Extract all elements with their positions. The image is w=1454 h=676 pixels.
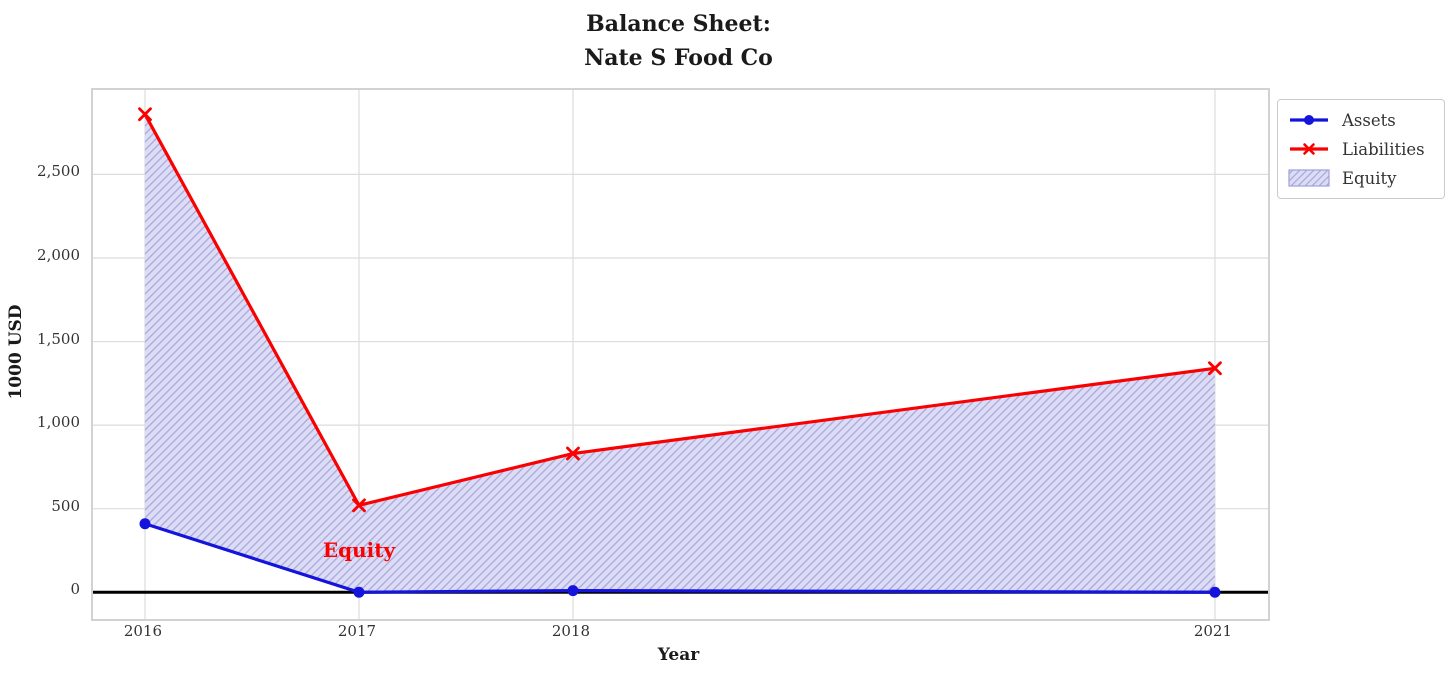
chart-title: Balance Sheet: Nate S Food Co bbox=[91, 7, 1266, 75]
y-tick-label: 500 bbox=[51, 496, 80, 515]
legend: Assets Liabilities Equity bbox=[1277, 99, 1445, 199]
x-tick-label: 2018 bbox=[551, 622, 591, 640]
legend-swatch-equity bbox=[1288, 169, 1330, 187]
x-tick-label: 2016 bbox=[123, 622, 163, 640]
legend-swatch-liabilities bbox=[1290, 143, 1328, 155]
legend-label: Assets bbox=[1342, 110, 1396, 130]
y-tick-label: 1,500 bbox=[37, 329, 80, 348]
x-axis-label: Year bbox=[657, 645, 700, 665]
equity-annotation: Equity bbox=[322, 538, 396, 563]
x-tick-label: 2021 bbox=[1193, 622, 1233, 640]
legend-label: Liabilities bbox=[1342, 139, 1425, 159]
chart-title-line2: Nate S Food Co bbox=[584, 45, 773, 72]
y-tick-label: 0 bbox=[70, 580, 80, 599]
legend-label: Equity bbox=[1342, 168, 1397, 188]
legend-swatch-assets bbox=[1290, 115, 1328, 125]
y-tick-label: 2,000 bbox=[37, 245, 80, 264]
y-tick-label: 2,500 bbox=[37, 162, 80, 181]
plot-area: Equity bbox=[91, 88, 1270, 621]
y-axis-label: 1000 USD bbox=[6, 304, 26, 400]
legend-item-equity: Equity bbox=[1288, 167, 1434, 189]
legend-item-liabilities: Liabilities bbox=[1288, 138, 1434, 160]
chart-title-line1: Balance Sheet: bbox=[586, 11, 771, 37]
balance-sheet-chart bbox=[93, 90, 1268, 619]
y-tick-label: 1,000 bbox=[37, 413, 80, 432]
x-tick-label: 2017 bbox=[337, 622, 377, 640]
legend-item-assets: Assets bbox=[1288, 109, 1434, 131]
